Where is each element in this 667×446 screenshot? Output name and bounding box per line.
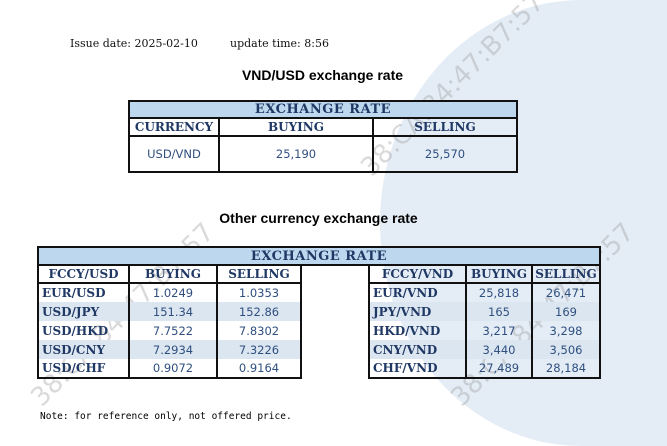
- buying-cell: 7.2934: [128, 340, 218, 359]
- other-rates-table: EXCHANGE RATE FCCY/USD BUYING SELLING FC…: [37, 246, 601, 379]
- pair-cell: EUR/USD: [37, 283, 130, 302]
- col-buying: BUYING: [218, 117, 374, 137]
- col-currency: CURRENCY: [128, 117, 220, 137]
- update-time-value: 8:56: [304, 37, 329, 50]
- selling-cell: 0.9164: [216, 359, 302, 379]
- pair-cell: CHF/VND: [368, 359, 467, 379]
- update-time: update time: 8:56: [230, 37, 329, 50]
- pair-cell: HKD/VND: [368, 321, 467, 340]
- spacer: [300, 302, 370, 321]
- buying-cell: 25,818: [465, 283, 533, 302]
- col-buying: BUYING: [128, 264, 218, 284]
- pair-cell: JPY/VND: [368, 302, 467, 321]
- vnd-usd-table: EXCHANGE RATE CURRENCY BUYING SELLING USD/…: [128, 100, 518, 173]
- pair-cell: CNY/VND: [368, 340, 467, 359]
- pair-cell: EUR/VND: [368, 283, 467, 302]
- vnd-usd-title: VND/USD exchange rate: [241, 67, 404, 83]
- selling-cell: 1.0353: [216, 283, 302, 302]
- update-label: update time:: [230, 37, 301, 50]
- spacer: [300, 265, 370, 283]
- col-selling: SELLING: [531, 264, 601, 284]
- selling-cell: 152.86: [216, 302, 302, 321]
- table-row: USD/JPY 151.34 152.86 JPY/VND 165 169: [37, 302, 601, 321]
- issue-date-value: 2025-02-10: [134, 37, 198, 50]
- table-header: EXCHANGE RATE: [37, 246, 601, 266]
- buying-cell: 3,440: [465, 340, 533, 359]
- buying-cell: 165: [465, 302, 533, 321]
- buying-cell: 27,489: [465, 359, 533, 379]
- note: Note: for reference only, not offered pr…: [40, 411, 292, 422]
- issue-label: Issue date:: [70, 37, 131, 50]
- pair-cell: USD/CNY: [37, 340, 130, 359]
- spacer: [300, 283, 370, 302]
- col-fccy-usd: FCCY/USD: [37, 264, 130, 284]
- buying-cell: 0.9072: [128, 359, 218, 379]
- spacer: [300, 359, 370, 378]
- issue-date: Issue date: 2025-02-10: [70, 37, 198, 50]
- selling-cell: 7.3226: [216, 340, 302, 359]
- selling-cell: 3,506: [531, 340, 601, 359]
- col-fccy-vnd: FCCY/VND: [368, 264, 467, 284]
- selling-cell: 169: [531, 302, 601, 321]
- spacer: [300, 340, 370, 359]
- col-buying: BUYING: [465, 264, 533, 284]
- pair-cell: USD/JPY: [37, 302, 130, 321]
- buying-cell: 151.34: [128, 302, 218, 321]
- buying-cell: 7.7522: [128, 321, 218, 340]
- table-header: EXCHANGE RATE: [128, 100, 518, 119]
- col-selling: SELLING: [216, 264, 302, 284]
- table-row: USD/CHF 0.9072 0.9164 CHF/VND 27,489 28,184: [37, 359, 601, 379]
- buying-cell: 25,190: [218, 135, 374, 173]
- currency-cell: USD/VND: [128, 135, 220, 173]
- buying-cell: 1.0249: [128, 283, 218, 302]
- table-row: USD/CNY 7.2934 7.3226 CNY/VND 3,440 3,506: [37, 340, 601, 359]
- selling-cell: 7.8302: [216, 321, 302, 340]
- selling-cell: 26,471: [531, 283, 601, 302]
- buying-cell: 3,217: [465, 321, 533, 340]
- other-title: Other currency exchange rate: [219, 210, 418, 226]
- spacer: [300, 321, 370, 340]
- selling-cell: 25,570: [372, 135, 518, 173]
- pair-cell: USD/HKD: [37, 321, 130, 340]
- table-row: USD/HKD 7.7522 7.8302 HKD/VND 3,217 3,298: [37, 321, 601, 340]
- pair-cell: USD/CHF: [37, 359, 130, 379]
- selling-cell: 3,298: [531, 321, 601, 340]
- col-selling: SELLING: [372, 117, 518, 137]
- table-row: EUR/USD 1.0249 1.0353 EUR/VND 25,818 26,471: [37, 283, 601, 302]
- selling-cell: 28,184: [531, 359, 601, 379]
